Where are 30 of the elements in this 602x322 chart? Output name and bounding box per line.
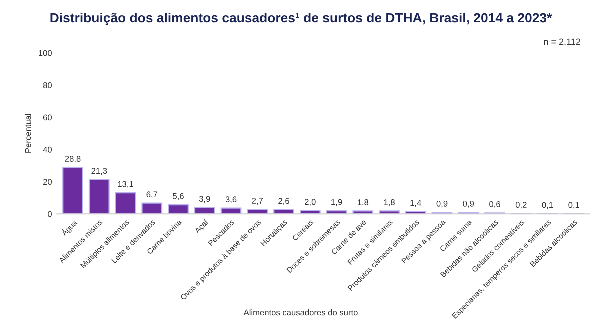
y-tick-label: 80 — [43, 82, 52, 88]
chart-title: Distribuição dos alimentos causadores¹ de surtos de DTHA, Brasil, 2014 a 2023* — [50, 12, 552, 26]
data-label: 1,9 — [332, 199, 342, 206]
data-label: 3,6 — [226, 196, 237, 204]
y-tick-label: 60 — [43, 114, 52, 121]
data-label: 0,2 — [516, 202, 527, 209]
data-label: 1,8 — [384, 200, 395, 206]
data-label: 2,7 — [252, 198, 264, 205]
data-label: 3,9 — [199, 196, 210, 204]
data-label: 2,6 — [278, 198, 290, 206]
data-label: 0,1 — [542, 202, 554, 210]
y-tick-label: 0 — [48, 211, 52, 218]
data-label: 2,0 — [305, 199, 316, 206]
y-axis-title: Percentual — [25, 114, 32, 153]
y-tick-label: 40 — [43, 146, 52, 153]
y-tick-label: 100 — [39, 50, 52, 56]
data-label: 1,4 — [410, 200, 422, 208]
data-label: 5,6 — [173, 193, 184, 200]
data-label: 0,1 — [568, 202, 580, 210]
data-label: 6,7 — [146, 192, 158, 199]
data-label: 1,8 — [358, 200, 369, 206]
data-label: 0,9 — [436, 200, 448, 208]
x-axis-title: Alimentos causadores do surto — [244, 310, 358, 316]
data-label: 21,3 — [92, 168, 108, 176]
text: n = 2.112 — [544, 38, 580, 46]
data-label: 13,1 — [118, 181, 134, 188]
y-tick-label: 20 — [43, 179, 52, 186]
data-label: 0,9 — [463, 200, 474, 208]
data-label: 28,8 — [65, 156, 81, 163]
data-label: 0,6 — [490, 201, 500, 208]
